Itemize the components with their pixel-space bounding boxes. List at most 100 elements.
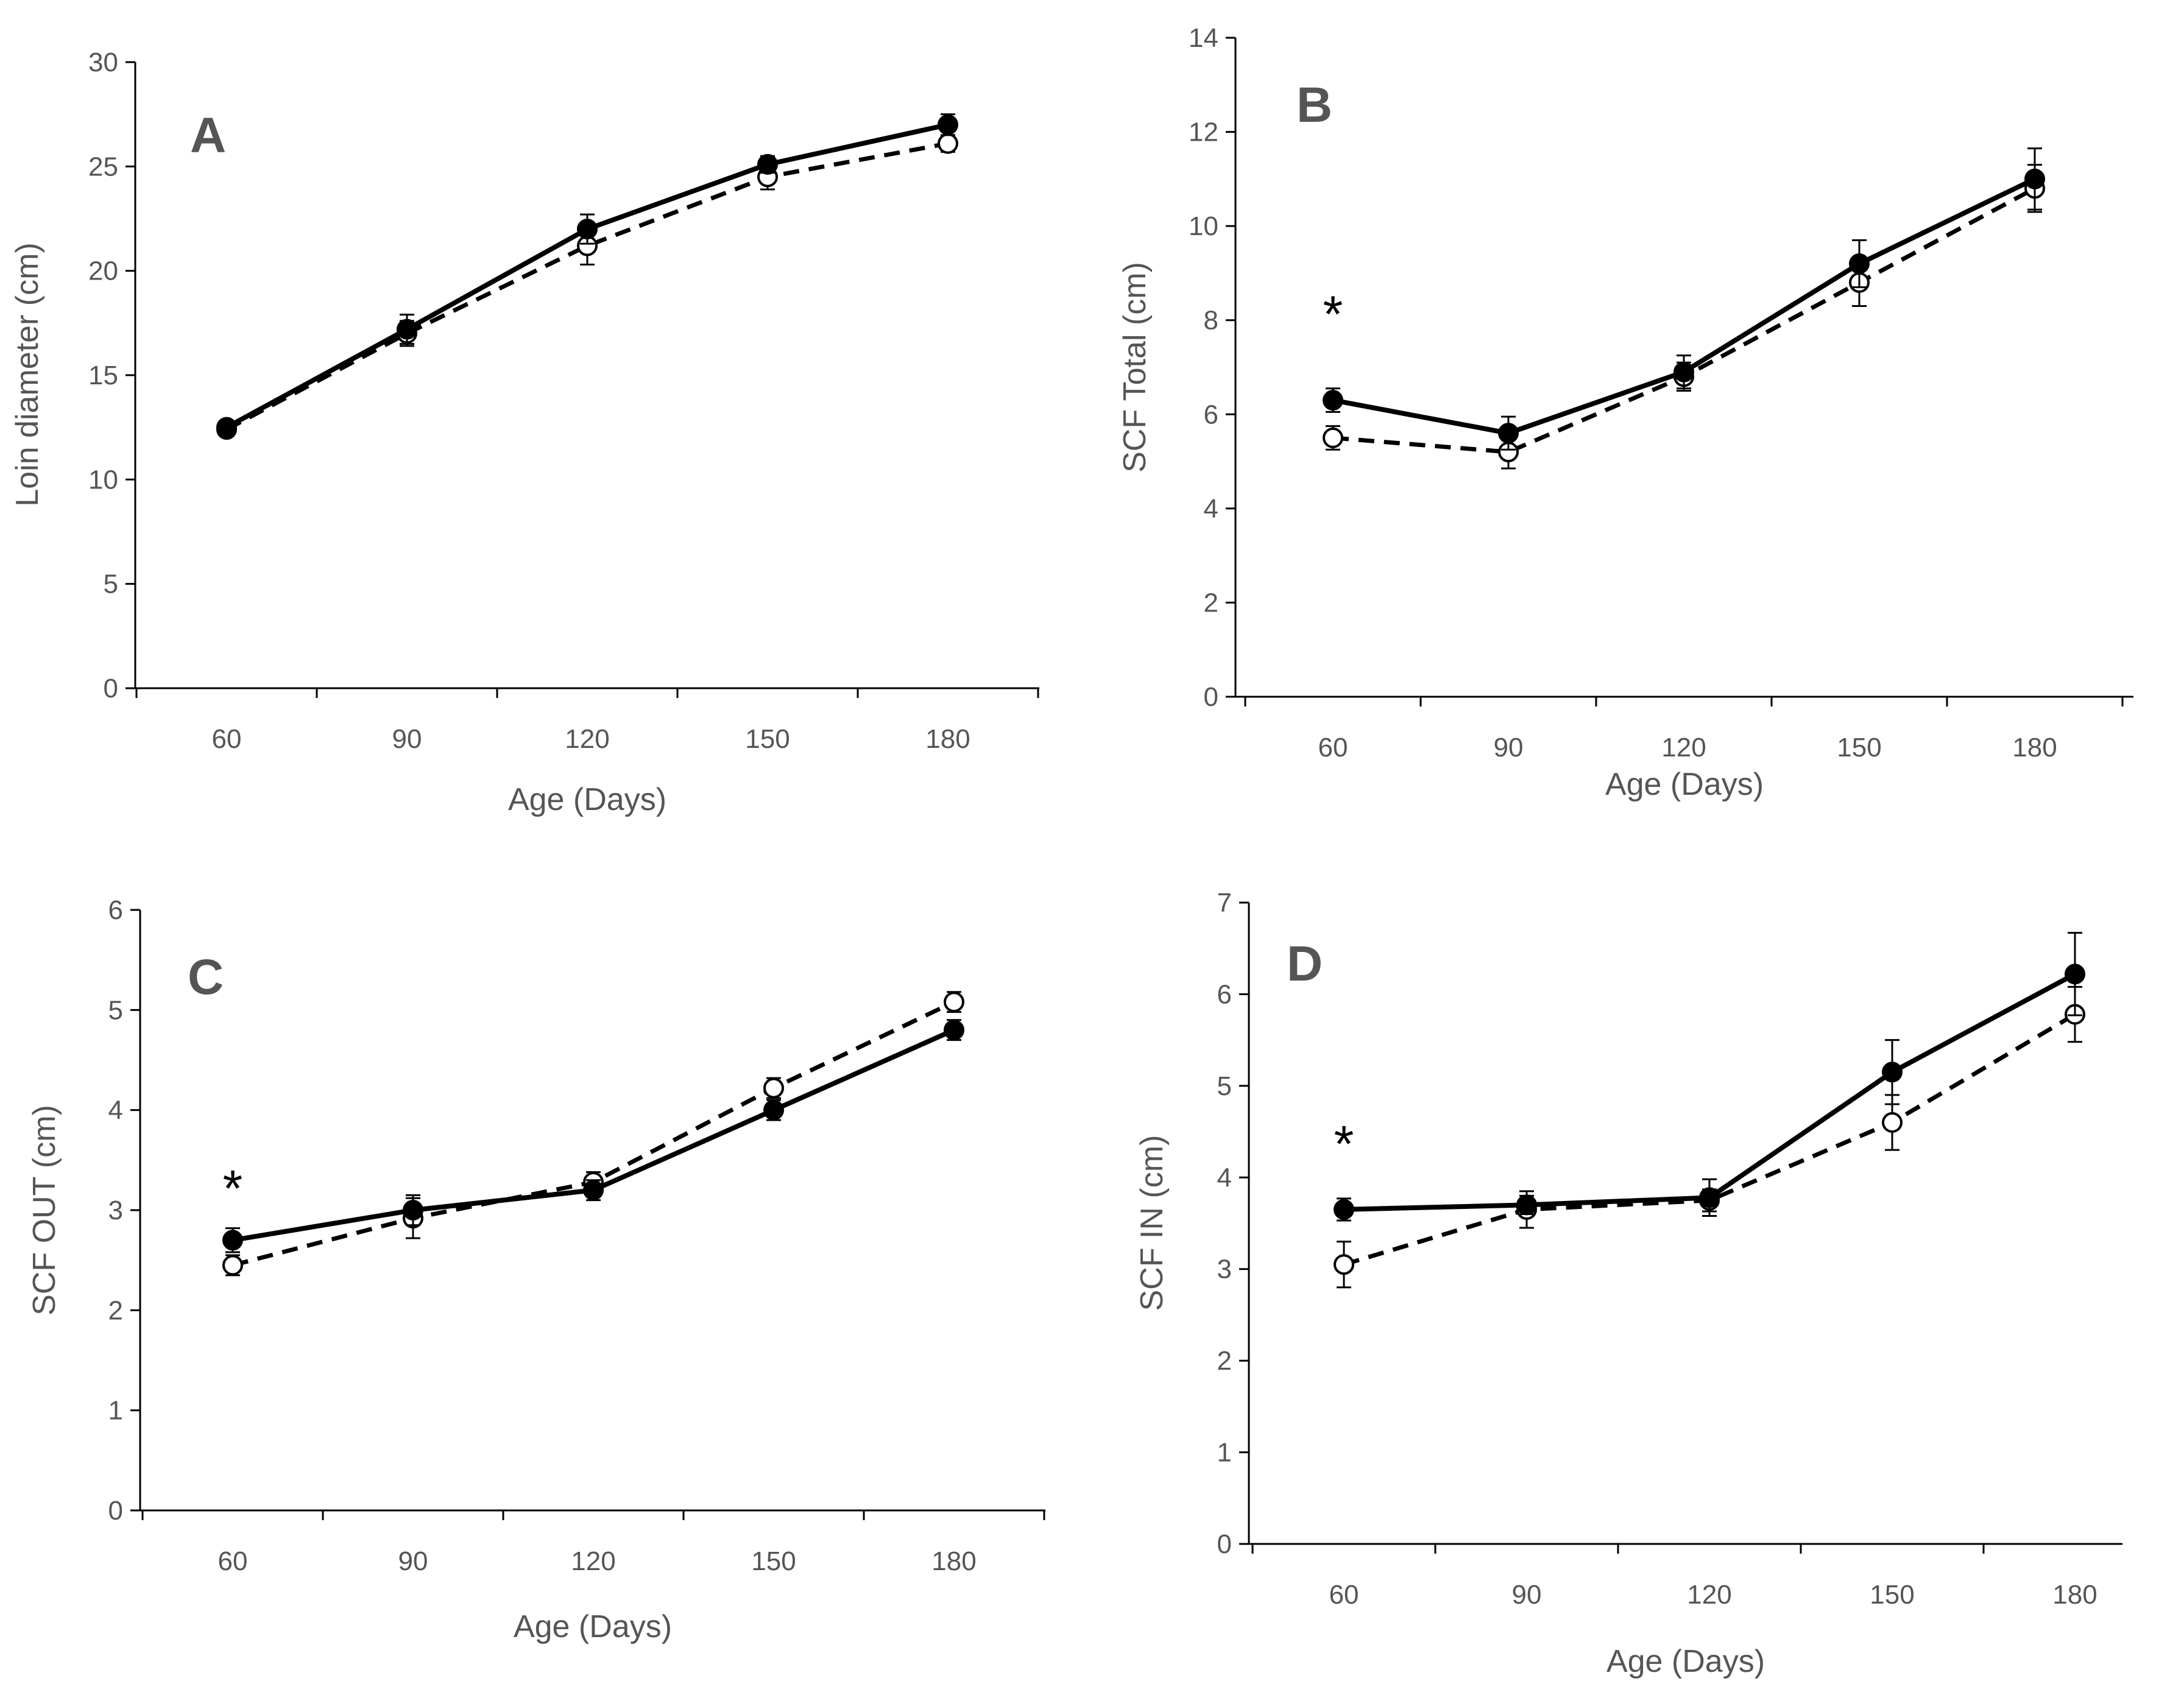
data-point-filled bbox=[2065, 964, 2085, 985]
series-line-solid bbox=[1332, 177, 2036, 436]
data-point-open bbox=[1323, 427, 1343, 448]
x-tick-label: 60 bbox=[1318, 733, 1348, 763]
y-tick-label: 20 bbox=[88, 256, 118, 286]
y-tick-label: 4 bbox=[108, 1096, 123, 1126]
series-line-solid bbox=[1343, 971, 2076, 1212]
y-tick-label: 5 bbox=[108, 995, 123, 1025]
data-point-filled bbox=[577, 219, 598, 240]
y-tick-label: 15 bbox=[88, 361, 118, 390]
x-tick-label: 150 bbox=[1870, 1580, 1914, 1610]
data-point-filled bbox=[397, 319, 417, 340]
y-tick-label: 10 bbox=[88, 465, 118, 495]
y-tick-label: 8 bbox=[1204, 306, 1218, 336]
data-point-filled bbox=[1699, 1187, 1720, 1208]
x-tick-label: 120 bbox=[571, 1546, 615, 1576]
data-point-filled bbox=[1849, 253, 1870, 274]
data-point-open bbox=[944, 992, 964, 1013]
data-point-filled bbox=[1334, 1199, 1354, 1220]
x-axis-title: Age (Days) bbox=[1605, 767, 1764, 802]
x-tick-label: 60 bbox=[218, 1546, 248, 1576]
y-tick-label: 0 bbox=[108, 1496, 123, 1526]
y-tick-label: 1 bbox=[1217, 1438, 1232, 1468]
x-tick-label: 150 bbox=[745, 724, 790, 754]
x-tick-label: 120 bbox=[565, 724, 609, 754]
y-axis-title: SCF Total (cm) bbox=[1117, 262, 1153, 473]
panel-letter: D bbox=[1287, 936, 1323, 992]
y-tick-label: 6 bbox=[108, 895, 123, 925]
y-tick-label: 25 bbox=[88, 152, 118, 181]
y-tick-label: 14 bbox=[1189, 23, 1218, 53]
x-tick-label: 180 bbox=[2012, 733, 2057, 763]
series-line-solid bbox=[232, 1027, 955, 1243]
x-tick-label: 90 bbox=[1512, 1580, 1542, 1610]
data-point-filled bbox=[2024, 168, 2045, 189]
y-tick-label: 3 bbox=[1217, 1255, 1232, 1284]
y-tick-label: 5 bbox=[104, 569, 118, 599]
significance-star: * bbox=[1323, 285, 1343, 342]
data-point-filled bbox=[1498, 423, 1519, 444]
series-line-dashed bbox=[225, 141, 949, 432]
series-line-dashed bbox=[1343, 1012, 2076, 1267]
y-axis-title: SCF IN (cm) bbox=[1134, 1135, 1170, 1311]
y-tick-label: 12 bbox=[1189, 118, 1218, 147]
x-axis-title: Age (Days) bbox=[508, 782, 666, 817]
x-tick-label: 150 bbox=[1837, 733, 1881, 763]
data-point-open bbox=[763, 1077, 784, 1099]
x-tick-label: 90 bbox=[1494, 733, 1524, 763]
data-point-open bbox=[222, 1255, 243, 1276]
x-tick-label: 180 bbox=[2052, 1580, 2097, 1610]
y-tick-label: 4 bbox=[1204, 494, 1218, 524]
panel-letter: A bbox=[190, 108, 226, 163]
y-tick-label: 2 bbox=[108, 1295, 123, 1325]
data-point-filled bbox=[763, 1099, 784, 1121]
data-point-open bbox=[938, 133, 958, 154]
y-tick-label: 0 bbox=[1217, 1529, 1232, 1559]
chart-panel-a: 0 5 10 15 20 25 30 60 90 120 150 180 Age (Days) Loin … bbox=[10, 48, 1039, 817]
data-point-filled bbox=[1673, 361, 1694, 382]
series-line-dashed bbox=[232, 1000, 955, 1267]
y-tick-label: 1 bbox=[108, 1396, 123, 1426]
y-tick-label: 7 bbox=[1217, 888, 1232, 918]
panel-letter: C bbox=[188, 949, 224, 1005]
y-tick-label: 0 bbox=[104, 674, 118, 703]
data-point-filled bbox=[757, 153, 778, 175]
y-axis-title: Loin diameter (cm) bbox=[10, 242, 45, 506]
y-tick-label: 6 bbox=[1217, 979, 1232, 1009]
y-tick-label: 3 bbox=[108, 1196, 123, 1225]
data-point-filled bbox=[1323, 390, 1343, 411]
x-tick-label: 90 bbox=[392, 724, 422, 754]
x-tick-label: 120 bbox=[1687, 1580, 1731, 1610]
x-tick-label: 120 bbox=[1661, 733, 1706, 763]
data-point-open bbox=[1882, 1112, 1903, 1133]
data-point-filled bbox=[222, 1230, 243, 1251]
data-point-filled bbox=[216, 417, 237, 438]
panel-letter: B bbox=[1296, 77, 1332, 133]
chart-panel-d: 0 1 2 3 4 5 6 7 60 90 120 150 180 Age (Days) SCF IN (c… bbox=[1134, 888, 2122, 1679]
y-tick-label: 0 bbox=[1204, 682, 1218, 712]
x-tick-label: 90 bbox=[398, 1546, 428, 1576]
y-tick-label: 2 bbox=[1217, 1346, 1232, 1376]
data-point-filled bbox=[938, 114, 958, 135]
y-tick-label: 2 bbox=[1204, 588, 1218, 618]
data-point-open bbox=[1334, 1254, 1354, 1275]
data-point-filled bbox=[944, 1020, 964, 1041]
y-tick-label: 30 bbox=[88, 48, 118, 77]
x-tick-label: 150 bbox=[751, 1546, 796, 1576]
y-tick-label: 10 bbox=[1189, 211, 1218, 241]
y-tick-label: 5 bbox=[1217, 1071, 1232, 1101]
x-tick-label: 180 bbox=[925, 724, 970, 754]
x-axis-title: Age (Days) bbox=[514, 1609, 672, 1644]
data-point-filled bbox=[583, 1180, 604, 1201]
series-line-solid bbox=[225, 122, 949, 430]
x-tick-label: 180 bbox=[931, 1546, 976, 1576]
y-axis-title: SCF OUT (cm) bbox=[27, 1105, 62, 1316]
significance-star: * bbox=[223, 1160, 243, 1217]
chart-panel-c: 0 1 2 3 4 5 6 60 90 120 150 180 Age (Days) SCF OUT (c… bbox=[27, 895, 1045, 1644]
y-tick-label: 6 bbox=[1204, 400, 1218, 429]
x-axis-title: Age (Days) bbox=[1606, 1644, 1765, 1679]
data-point-filled bbox=[403, 1200, 423, 1221]
data-point-filled bbox=[1882, 1062, 1903, 1083]
chart-panel-b: 0 2 4 6 8 10 12 14 60 90 120 150 180 Age (Days) SCF To… bbox=[1117, 23, 2133, 802]
y-tick-label: 4 bbox=[1217, 1163, 1232, 1193]
